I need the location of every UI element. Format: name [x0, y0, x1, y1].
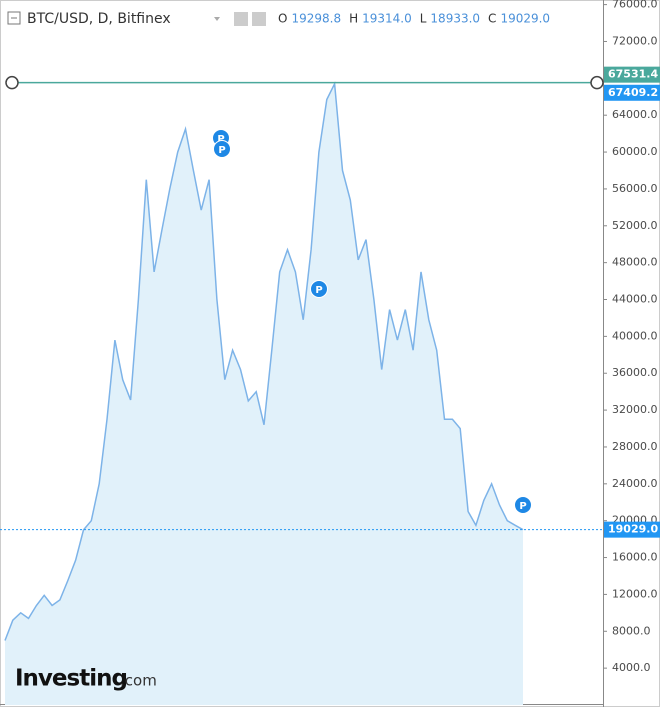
annotation-marker[interactable] [213, 140, 231, 158]
area-fill [5, 83, 523, 706]
y-tick-label: 4000.0 [612, 661, 651, 674]
watermark-domain: .com [120, 672, 157, 690]
chart-title: BTC/USD, D, Bitfinex [27, 11, 171, 27]
y-tick-label: 24000.0 [612, 477, 658, 490]
y-tick-label: 40000.0 [612, 329, 658, 342]
annotation-label: P [218, 145, 225, 156]
price-label-box [604, 84, 660, 101]
collapse-icon[interactable] [7, 11, 21, 25]
price-label: 67531.4 [608, 68, 658, 81]
y-tick-label: 28000.0 [612, 440, 658, 453]
ohlc-key: C [488, 12, 496, 26]
ohlc-legend: O 19298.8 H 19314.0 L 18933.0 C 19029.0 [278, 12, 550, 26]
annotation-marker[interactable] [310, 280, 328, 298]
y-tick-label: 56000.0 [612, 182, 658, 195]
ohlc-value: 19314.0 [362, 12, 412, 26]
line-handle[interactable] [5, 75, 19, 90]
price-line [4, 81, 524, 641]
y-tick-label: 72000.0 [612, 34, 658, 47]
ohlc-key: O [278, 12, 287, 26]
y-tick-label: 32000.0 [612, 403, 658, 416]
y-tick-label: 64000.0 [612, 108, 658, 121]
ohlc-key: L [420, 12, 427, 26]
settings-icon[interactable] [252, 12, 266, 26]
plot [4, 81, 524, 706]
dropdown-icon[interactable] [214, 17, 220, 21]
ohlc-value: 19298.8 [291, 12, 341, 26]
watermark-brand: Investing [15, 666, 127, 692]
y-tick-label: 48000.0 [612, 256, 658, 269]
annotation-marker[interactable] [514, 496, 532, 514]
y-tick-label: 52000.0 [612, 219, 658, 232]
y-tick-label: 12000.0 [612, 587, 658, 600]
y-tick-label: 16000.0 [612, 551, 658, 564]
line-handle[interactable] [590, 75, 604, 90]
ohlc-value: 18933.0 [430, 12, 480, 26]
annotation-label: P [315, 285, 322, 296]
y-tick-label: 8000.0 [612, 624, 651, 637]
price-label-box [604, 66, 660, 83]
y-tick-label: 60000.0 [612, 145, 658, 158]
eye-icon[interactable] [234, 12, 248, 26]
annotation-label: P [217, 134, 224, 145]
y-tick-label: 76000.0 [612, 0, 658, 11]
ohlc-key: H [349, 12, 358, 26]
price-label: 67409.2 [608, 86, 658, 99]
ohlc-value: 19029.0 [500, 12, 550, 26]
annotation-label: P [519, 501, 526, 512]
y-tick-label: 36000.0 [612, 366, 658, 379]
price-label-box [604, 521, 660, 538]
y-tick-label: 44000.0 [612, 293, 658, 306]
price-label: 19029.0 [608, 523, 658, 536]
